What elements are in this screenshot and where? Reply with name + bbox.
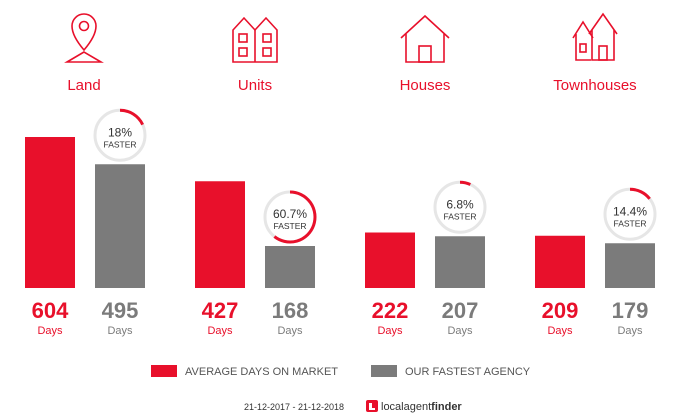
category-label-units: Units — [238, 77, 272, 94]
unit-label-fastest-units: Days — [277, 325, 303, 337]
bar-fastest-units — [265, 246, 315, 288]
value-average-houses: 222 — [372, 298, 409, 323]
faster-badge-arc-townhouses — [629, 187, 651, 200]
unit-label-average-townhouses: Days — [547, 325, 573, 337]
value-average-land: 604 — [32, 298, 69, 323]
svg-text:localagentfinder: localagentfinder — [381, 401, 462, 413]
faster-percent-houses: 6.8% — [446, 197, 474, 211]
faster-percent-land: 18% — [108, 125, 132, 139]
house-icon — [400, 14, 450, 63]
map-pin-icon — [64, 13, 104, 63]
bar-average-land — [25, 137, 75, 288]
bar-fastest-townhouses — [605, 243, 655, 288]
unit-label-average-houses: Days — [377, 325, 403, 337]
bar-average-houses — [365, 232, 415, 288]
unit-label-fastest-houses: Days — [447, 325, 473, 337]
unit-label-fastest-land: Days — [107, 325, 133, 337]
faster-badge-arc-houses — [459, 180, 471, 186]
value-fastest-townhouses: 179 — [612, 298, 649, 323]
units-building-icon — [232, 16, 278, 63]
value-fastest-units: 168 — [272, 298, 309, 323]
unit-label-average-land: Days — [37, 325, 63, 337]
category-label-houses: Houses — [400, 77, 451, 94]
value-average-townhouses: 209 — [542, 298, 579, 323]
value-average-units: 427 — [202, 298, 239, 323]
logo-text-light: localagent — [381, 401, 431, 413]
unit-label-average-units: Days — [207, 325, 233, 337]
bars-group: 604Days495Days18%FASTER427Days168Days60.… — [25, 108, 657, 337]
bar-fastest-houses — [435, 236, 485, 288]
legend-swatch-average — [151, 365, 177, 377]
faster-badge-arc-land — [119, 108, 144, 126]
legend-label-average: AVERAGE DAYS ON MARKET — [185, 366, 338, 378]
category-label-land: Land — [67, 77, 100, 94]
faster-percent-units: 60.7% — [273, 207, 307, 221]
townhouses-icon — [572, 12, 618, 61]
faster-label-houses: FASTER — [443, 211, 476, 221]
legend-label-fastest: OUR FASTEST AGENCY — [405, 366, 531, 378]
date-range: 21-12-2017 - 21-12-2018 — [244, 402, 344, 412]
faster-badge-arc-units — [273, 190, 317, 244]
faster-percent-townhouses: 14.4% — [613, 204, 647, 218]
faster-label-townhouses: FASTER — [613, 218, 646, 228]
value-fastest-houses: 207 — [442, 298, 479, 323]
faster-label-units: FASTER — [273, 221, 306, 231]
category-label-townhouses: Townhouses — [553, 77, 636, 94]
bar-average-townhouses — [535, 235, 585, 288]
unit-label-fastest-townhouses: Days — [617, 325, 643, 337]
legend-swatch-fastest — [371, 365, 397, 377]
localagentfinder-logo: localagentfinder — [366, 400, 462, 413]
logo-text-bold: finder — [431, 401, 462, 413]
faster-label-land: FASTER — [103, 139, 136, 149]
bar-fastest-land — [95, 164, 145, 288]
value-fastest-land: 495 — [102, 298, 139, 323]
bar-average-units — [195, 181, 245, 288]
